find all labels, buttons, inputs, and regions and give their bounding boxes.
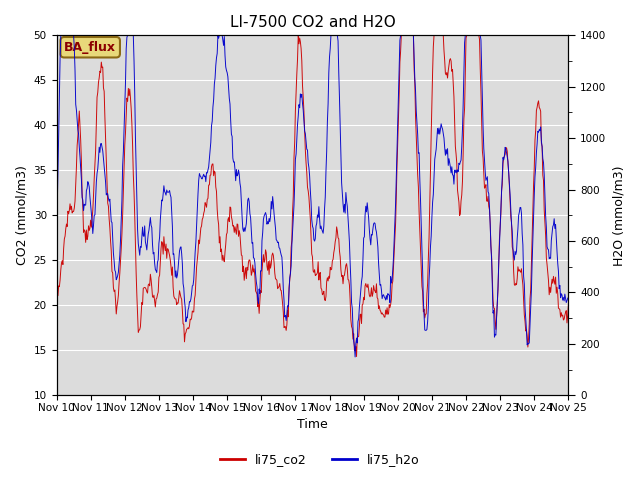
Title: LI-7500 CO2 and H2O: LI-7500 CO2 and H2O (230, 15, 396, 30)
Y-axis label: CO2 (mmol/m3): CO2 (mmol/m3) (15, 165, 28, 265)
Text: BA_flux: BA_flux (64, 41, 116, 54)
X-axis label: Time: Time (297, 419, 328, 432)
Legend: li75_co2, li75_h2o: li75_co2, li75_h2o (215, 448, 425, 471)
Y-axis label: H2O (mmol/m3): H2O (mmol/m3) (612, 165, 625, 265)
